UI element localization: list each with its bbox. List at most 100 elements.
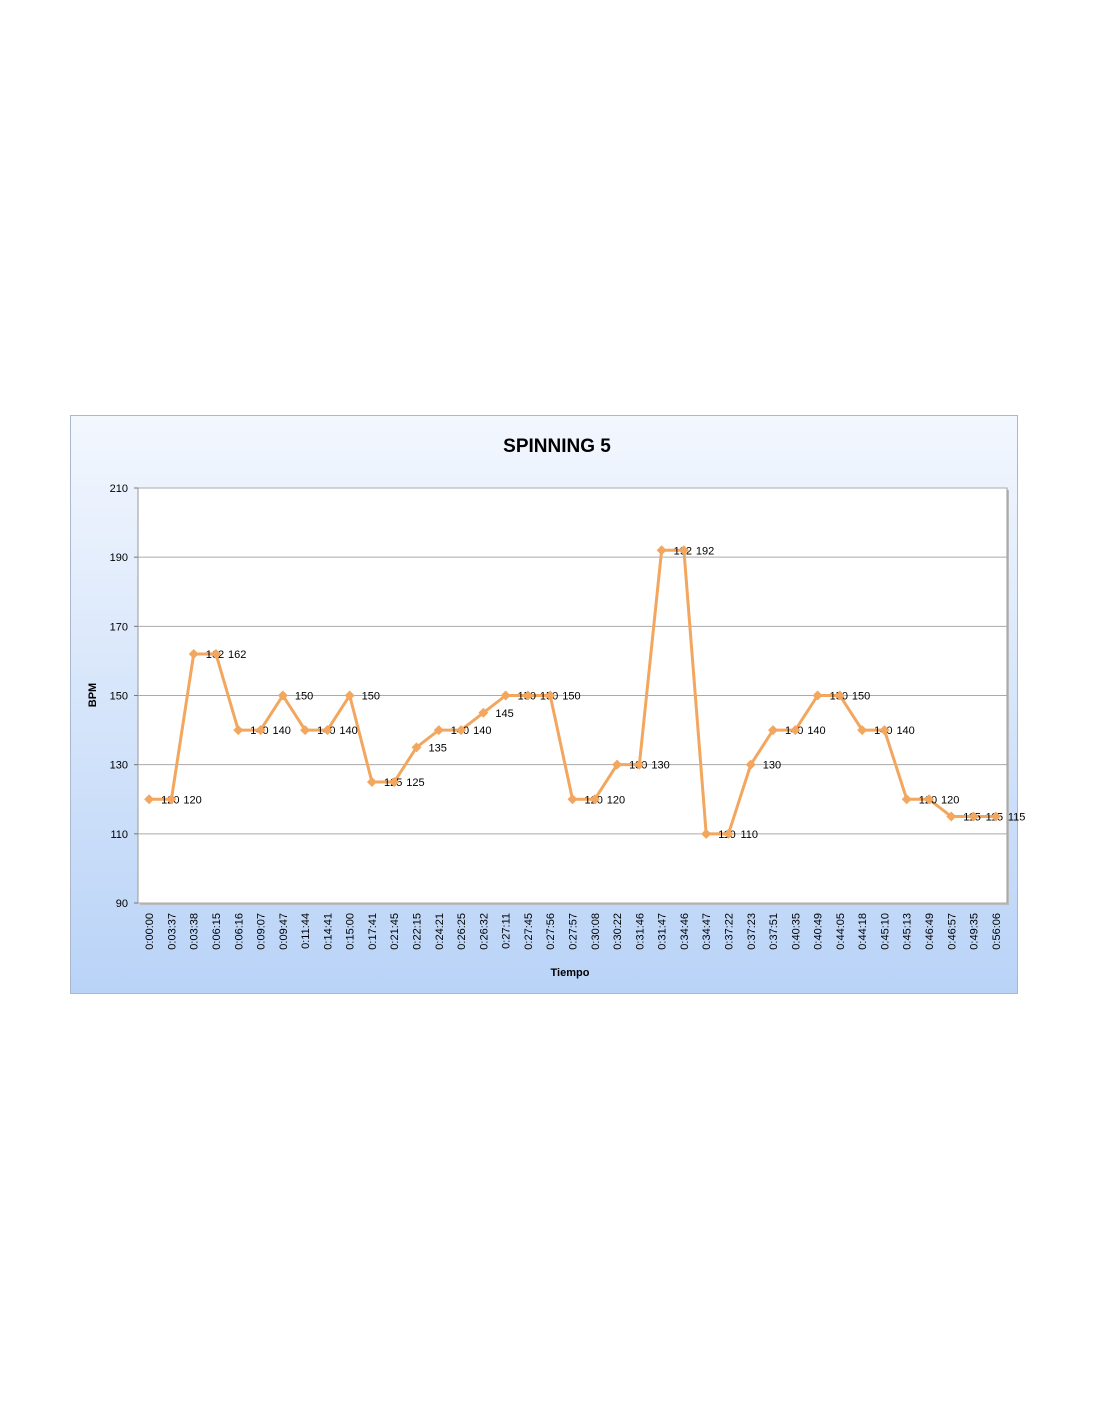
x-tick-label: 0:34:47 <box>701 913 713 950</box>
chart-title: SPINNING 5 <box>503 436 611 457</box>
x-tick-label: 0:45:13 <box>902 913 914 950</box>
x-tick-label: 0:31:46 <box>634 913 646 950</box>
data-point <box>768 725 779 736</box>
data-label: 150 <box>362 691 380 703</box>
data-label: 120 <box>607 794 625 806</box>
x-tick-label: 0:49:35 <box>969 913 981 950</box>
data-point <box>634 759 645 770</box>
data-label: 135 <box>429 742 447 754</box>
data-point <box>478 707 489 718</box>
data-label: 192 <box>696 545 714 557</box>
data-point <box>612 759 623 770</box>
y-axis-title: BPM <box>87 683 99 707</box>
data-point <box>656 545 667 556</box>
data-point <box>144 794 155 805</box>
data-point <box>968 811 979 822</box>
data-point <box>857 725 868 736</box>
x-tick-label: 0:03:38 <box>189 913 201 950</box>
data-point <box>567 794 578 805</box>
data-label: 162 <box>228 649 246 661</box>
x-tick-label: 0:37:51 <box>768 913 780 950</box>
x-tick-label: 0:37:22 <box>723 913 735 950</box>
y-tick-label: 90 <box>116 898 128 910</box>
x-tick-label: 0:09:07 <box>256 913 268 950</box>
data-point <box>366 776 377 787</box>
x-axis-title: Tiempo <box>551 967 590 979</box>
x-tick-label: 0:46:57 <box>946 913 958 950</box>
x-tick-label: 0:14:41 <box>322 913 334 950</box>
x-tick-label: 0:26:32 <box>478 913 490 950</box>
x-tick-label: 0:00:00 <box>144 913 156 950</box>
data-point <box>233 725 244 736</box>
data-point <box>946 811 957 822</box>
data-label: 130 <box>763 760 781 772</box>
data-label: 140 <box>273 725 291 737</box>
x-tick-label: 0:06:16 <box>233 913 245 950</box>
x-tick-label: 0:15:00 <box>345 913 357 950</box>
data-label: 125 <box>406 777 424 789</box>
data-label: 130 <box>651 760 669 772</box>
x-tick-label: 0:24:21 <box>434 913 446 950</box>
data-point <box>277 690 288 701</box>
data-point <box>812 690 823 701</box>
x-tick-label: 0:22:15 <box>412 913 424 950</box>
y-tick-label: 190 <box>110 552 128 564</box>
data-point <box>210 649 221 659</box>
data-point <box>411 742 422 753</box>
data-point <box>589 794 600 805</box>
data-point <box>433 725 444 736</box>
y-tick-label: 130 <box>110 760 128 772</box>
x-tick-label: 0:40:49 <box>813 913 825 950</box>
data-point <box>322 725 333 736</box>
x-tick-label: 0:06:15 <box>211 913 223 950</box>
data-label: 140 <box>473 725 491 737</box>
x-tick-label: 0:37:23 <box>746 913 758 950</box>
x-tick-label: 0:40:35 <box>790 913 802 950</box>
data-point <box>344 690 355 701</box>
data-point <box>255 725 266 736</box>
data-point <box>834 690 845 701</box>
data-point <box>678 545 689 556</box>
x-tick-label: 0:09:47 <box>278 913 290 950</box>
x-tick-label: 0:45:10 <box>879 913 891 950</box>
data-point <box>456 725 467 736</box>
data-point <box>166 794 177 805</box>
data-point <box>522 690 533 701</box>
x-tick-label: 0:46:49 <box>924 913 936 950</box>
data-label: 150 <box>852 691 870 703</box>
data-point <box>924 794 935 805</box>
x-tick-label: 0:44:18 <box>857 913 869 950</box>
data-point <box>790 725 801 736</box>
data-label: 115 <box>1008 812 1026 824</box>
x-tick-label: 0:11:44 <box>300 913 312 949</box>
data-point <box>389 776 400 787</box>
x-tick-label: 0:34:46 <box>679 913 691 950</box>
x-tick-label: 0:26:25 <box>456 913 468 950</box>
y-tick-label: 150 <box>110 691 128 703</box>
y-tick-label: 110 <box>110 829 128 841</box>
data-point <box>500 690 511 701</box>
x-tick-label: 0:31:47 <box>657 913 669 950</box>
data-point <box>745 759 756 770</box>
x-tick-label: 0:27:56 <box>545 913 557 950</box>
data-label: 120 <box>183 794 201 806</box>
data-point <box>300 725 311 736</box>
data-label: 145 <box>495 708 513 720</box>
data-point <box>990 811 1001 822</box>
data-label: 110 <box>740 829 758 841</box>
data-point <box>188 649 199 659</box>
x-tick-label: 0:27:11 <box>501 913 513 949</box>
x-tick-label: 0:27:45 <box>523 913 535 950</box>
x-tick-label: 0:21:45 <box>389 913 401 950</box>
data-label: 140 <box>807 725 825 737</box>
data-label: 120 <box>941 794 959 806</box>
x-tick-label: 0:30:08 <box>590 913 602 950</box>
data-label: 150 <box>295 691 313 703</box>
data-label: 140 <box>339 725 357 737</box>
x-tick-label: 0:44:05 <box>835 913 847 950</box>
data-point <box>701 828 712 839</box>
data-point <box>901 794 912 805</box>
x-tick-label: 0:03:37 <box>166 913 178 950</box>
